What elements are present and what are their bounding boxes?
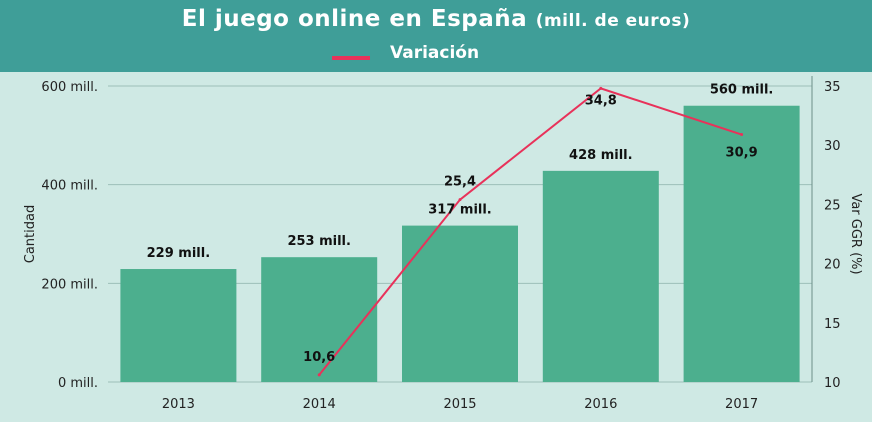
line-value-label: 25,4 bbox=[444, 175, 476, 190]
variacion-line bbox=[318, 87, 742, 376]
legend: Variación bbox=[332, 41, 479, 65]
x-tick-label: 2013 bbox=[162, 397, 195, 412]
line-value-label: 30,9 bbox=[726, 146, 758, 161]
bar-2016 bbox=[542, 170, 659, 382]
y-left-tick-label: 200 mill. bbox=[41, 277, 98, 292]
y-left-tick-label: 400 mill. bbox=[41, 179, 98, 194]
x-tick-label: 2015 bbox=[443, 397, 476, 412]
bar-value-label: 428 mill. bbox=[569, 148, 633, 163]
bar-value-label: 317 mill. bbox=[428, 203, 492, 218]
y-right-tick-label: 20 bbox=[824, 258, 841, 273]
y-left-tick-label: 0 mill. bbox=[58, 376, 98, 391]
chart-header: El juego online en España (mill. de euro… bbox=[0, 0, 872, 72]
y-right-tick-label: 15 bbox=[824, 317, 841, 332]
legend-label-variacion: Variación bbox=[390, 43, 480, 63]
line-value-label: 10,6 bbox=[303, 350, 335, 365]
x-tick-label: 2016 bbox=[584, 397, 617, 412]
chart-subtitle: (mill. de euros) bbox=[535, 11, 691, 31]
line-value-label: 34,8 bbox=[585, 93, 617, 108]
bar-2015 bbox=[402, 225, 518, 382]
y-right-axis-title: Var GGR (%) bbox=[848, 193, 863, 274]
legend-swatch-variacion bbox=[332, 56, 370, 60]
bar-value-label: 253 mill. bbox=[287, 234, 351, 249]
variacion-point-2017 bbox=[740, 133, 744, 137]
x-tick-label: 2014 bbox=[303, 397, 336, 412]
chart-title-line: El juego online en España (mill. de euro… bbox=[0, 6, 872, 32]
y-right-tick-label: 25 bbox=[824, 198, 841, 213]
bar-2017 bbox=[683, 105, 800, 382]
bar-2013 bbox=[120, 269, 237, 382]
bar-value-label: 560 mill. bbox=[710, 83, 774, 98]
y-right-tick-label: 35 bbox=[824, 80, 841, 95]
y-left-axis-title: Cantidad bbox=[23, 205, 38, 263]
variacion-point-2014 bbox=[317, 373, 321, 377]
bar-value-label: 229 mill. bbox=[147, 246, 211, 261]
variacion-point-2015 bbox=[458, 198, 462, 202]
y-right-tick-label: 10 bbox=[824, 376, 841, 391]
x-tick-label: 2017 bbox=[725, 397, 758, 412]
chart-title: El juego online en España bbox=[181, 6, 528, 32]
y-right-tick-label: 30 bbox=[824, 139, 841, 154]
bar-2014 bbox=[261, 257, 378, 382]
y-left-tick-label: 600 mill. bbox=[41, 80, 98, 95]
variacion-point-2016 bbox=[599, 86, 603, 90]
